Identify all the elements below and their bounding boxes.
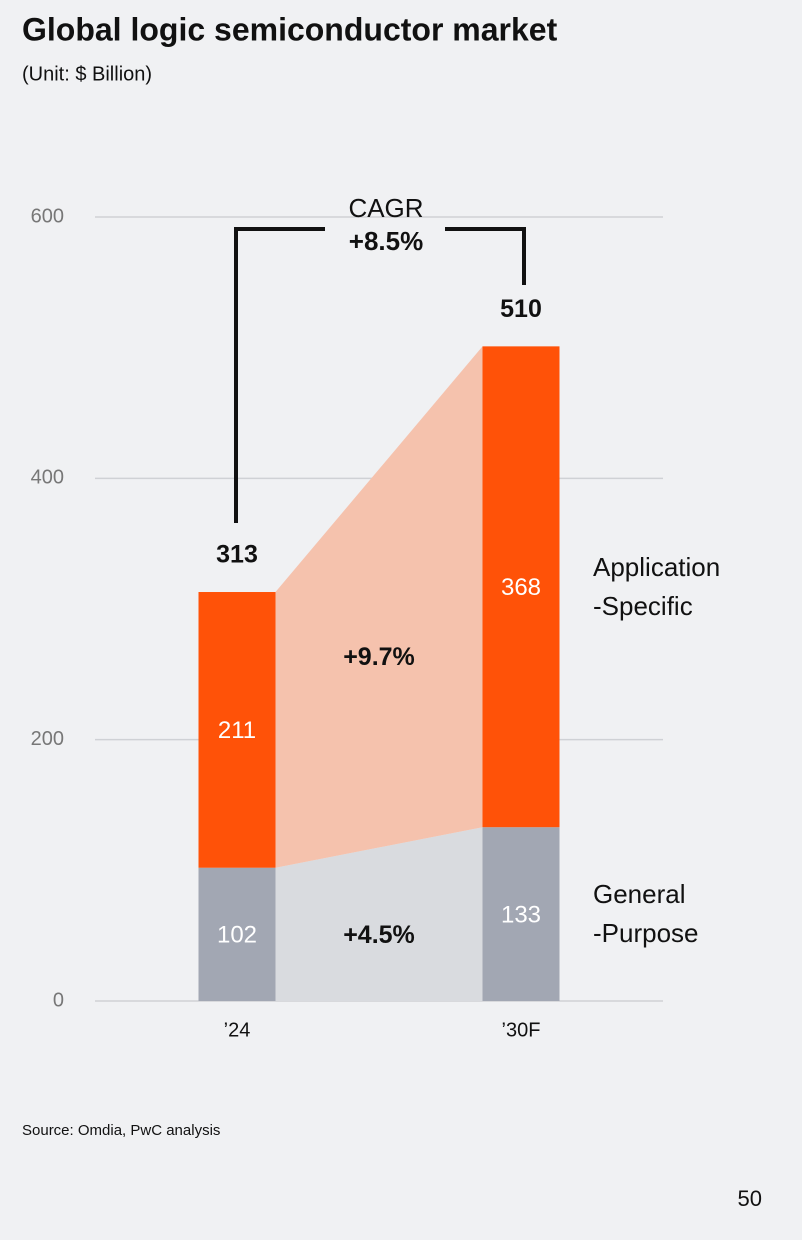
legend-label: Application -Specific [593,552,720,621]
bar-segment [198,867,276,1001]
cagr-bracket-left [234,227,325,523]
total-label: 313 [216,541,258,569]
y-tick-label: 200 [31,728,64,750]
total-label: 510 [500,295,542,323]
legend-label: General -Purpose [593,879,699,948]
page-number: 50 [738,1186,762,1211]
cagr-bracket-right [445,227,526,285]
y-tick-label: 400 [31,467,64,489]
y-tick-label: 600 [31,205,64,227]
cagr-value: +8.5% [349,226,423,256]
connector-area [275,827,483,1001]
x-tick-label: ’30F [502,1019,541,1041]
segment-label: 368 [501,574,541,601]
cagr-label: CAGR [348,193,423,223]
growth-label: +4.5% [343,921,415,949]
segment-label: 133 [501,901,541,928]
segment-label: 211 [218,717,256,744]
bar-segment [482,346,560,828]
segment-label: 102 [217,922,257,949]
chart-subtitle: (Unit: $ Billion) [22,63,152,85]
chart-title: Global logic semiconductor market [22,11,558,47]
growth-label: +9.7% [343,643,415,671]
connectors [275,346,483,1001]
bar-segment [482,827,560,1001]
y-tick-label: 0 [53,989,64,1011]
grid: 0 200 400 600 [31,205,663,1011]
x-tick-label: ’24 [224,1019,251,1041]
bar-segment [198,592,276,868]
marks: 102 211 133 368 [198,346,560,1001]
connector-area [275,346,483,868]
source: Source: Omdia, PwC analysis [22,1122,220,1139]
